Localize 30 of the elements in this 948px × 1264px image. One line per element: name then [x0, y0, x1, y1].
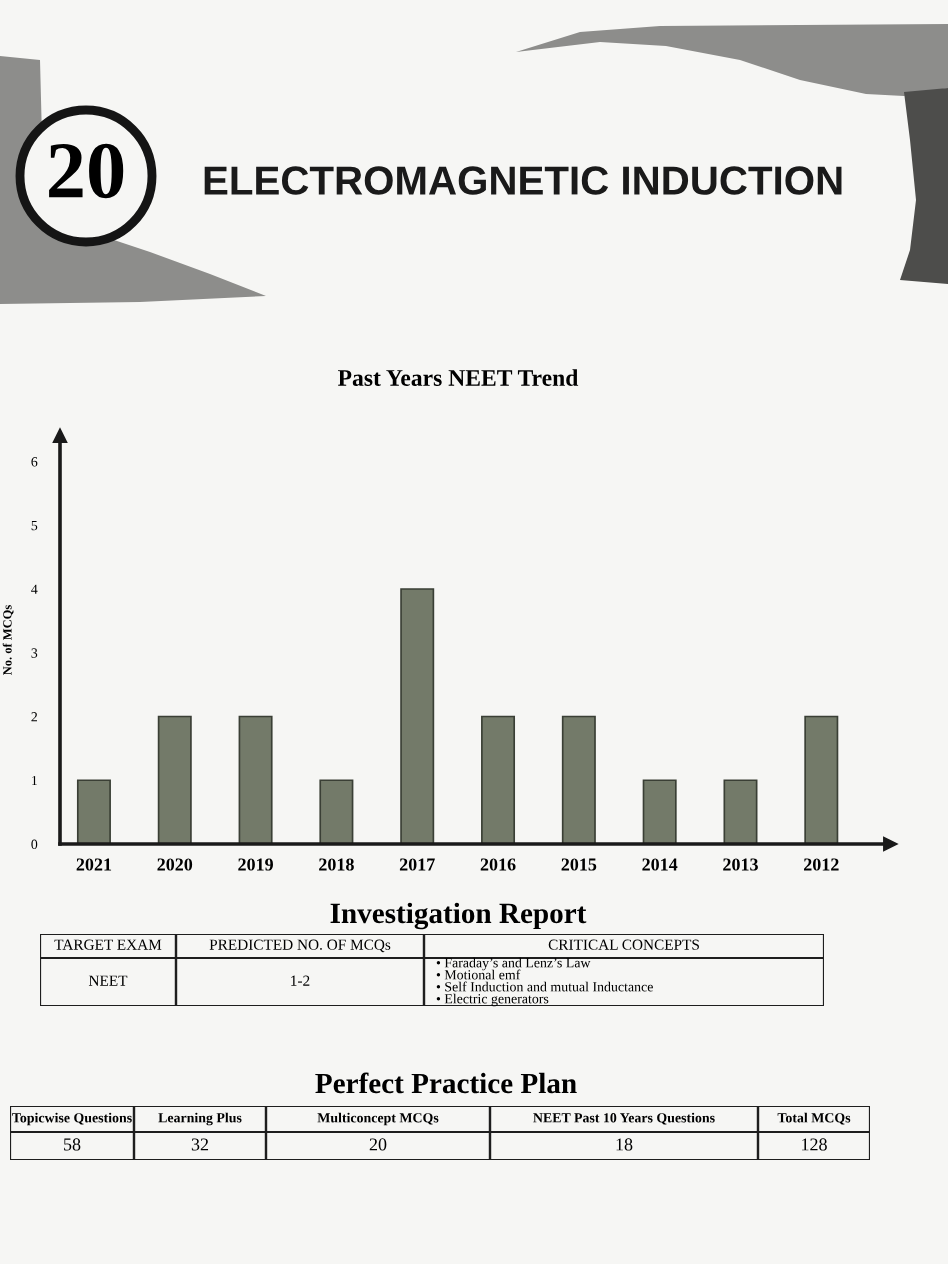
data-label: 32 [191, 1138, 209, 1151]
text: Perfect Practice Plan [315, 1072, 577, 1094]
x-tick-label: 2013 [723, 858, 758, 871]
x-tick-label: 2020 [157, 858, 193, 871]
text: ELECTROMAGNETIC INDUCTION [204, 166, 842, 195]
text: 20 [49, 143, 124, 199]
x-tick-label: 2019 [238, 858, 273, 871]
data-label: 18 [616, 1138, 633, 1151]
bar [319, 779, 354, 844]
x-tick-label: 2018 [319, 858, 354, 871]
bar [481, 715, 516, 844]
x-tick-label: 2015 [561, 858, 597, 871]
bar [157, 715, 192, 844]
bar [804, 715, 839, 844]
data-label: 58 [64, 1138, 81, 1151]
x-tick-label: 2016 [480, 858, 516, 871]
bar [76, 779, 111, 844]
x-tick-label: 2012 [804, 858, 839, 871]
bar [642, 779, 677, 844]
data-label: 20 [369, 1138, 387, 1151]
text: Investigation Report [330, 902, 587, 930]
data-label: 128 [802, 1138, 827, 1151]
bar [400, 588, 435, 844]
chart-title: Past Years NEET Trend [338, 369, 579, 386]
bar [723, 779, 758, 844]
x-tick-label: 2021 [76, 858, 112, 871]
bar [238, 715, 273, 844]
x-tick-label: 2017 [399, 858, 435, 871]
bar [561, 715, 596, 844]
x-tick-label: 2014 [642, 858, 678, 871]
